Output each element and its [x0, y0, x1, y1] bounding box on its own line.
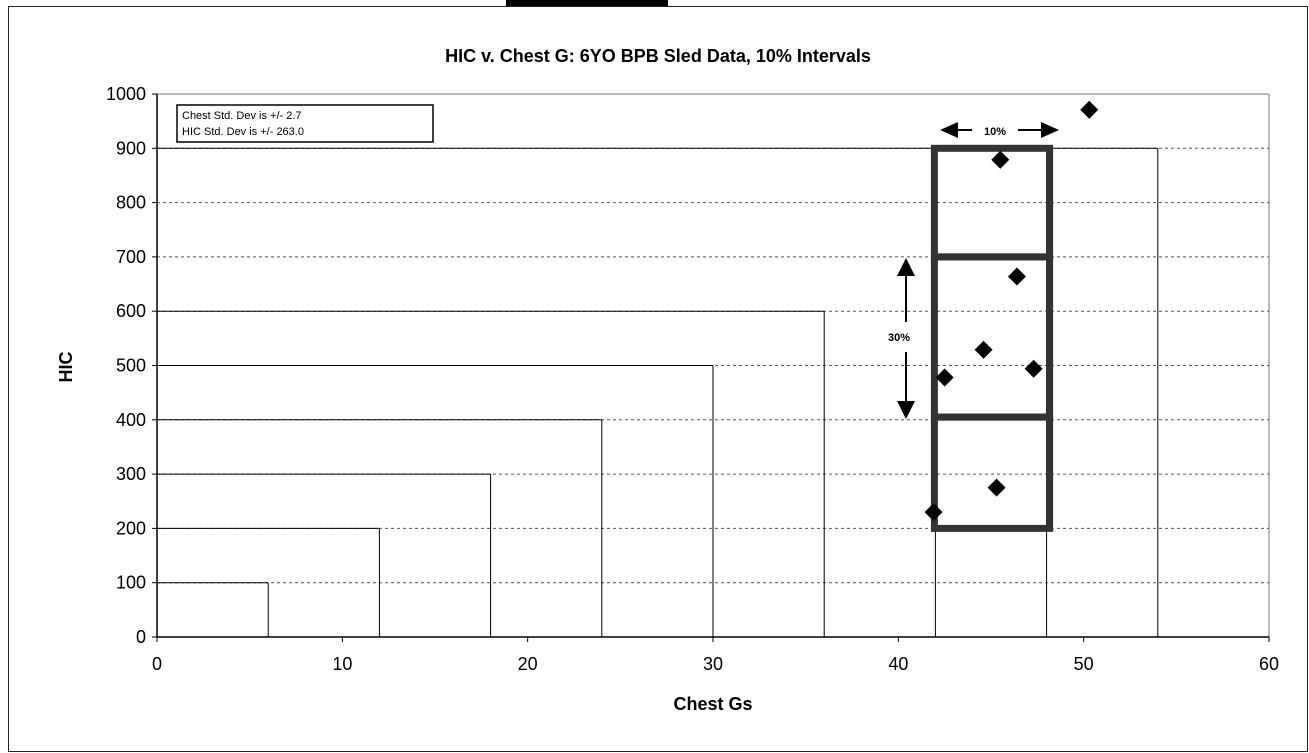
x-tick-label: 60 — [1259, 654, 1279, 674]
chart-title: HIC v. Chest G: 6YO BPB Sled Data, 10% I… — [445, 46, 871, 66]
data-points — [924, 100, 1099, 522]
y-axis-title: HIC — [56, 352, 76, 383]
data-point — [1080, 100, 1099, 119]
x-tick-label: 0 — [152, 654, 162, 674]
data-point — [1007, 267, 1026, 286]
y-tick-label: 500 — [116, 356, 146, 376]
y-tick-label: 400 — [116, 410, 146, 430]
data-point — [935, 368, 954, 387]
x-tick-label: 30 — [703, 654, 723, 674]
stddev-legend: Chest Std. Dev is +/- 2.7 HIC Std. Dev i… — [176, 104, 434, 143]
thirty-percent-label: 30% — [888, 332, 910, 344]
axes: 0 100 200 300 400 500 600 700 800 900 1000 0 10 20 30 4… — [106, 84, 1279, 674]
ten-percent-label: 10% — [984, 126, 1006, 138]
ten-percent-arrow-left-head — [940, 122, 958, 138]
y-tick-label: 100 — [116, 573, 146, 593]
y-tick-label: 300 — [116, 464, 146, 484]
data-point — [987, 478, 1006, 497]
highlight-boxes — [930, 144, 1054, 532]
grid-lines — [157, 93, 1270, 637]
y-tick-label: 600 — [116, 301, 146, 321]
x-tick-label: 10 — [332, 654, 352, 674]
interval-steps — [157, 147, 1159, 637]
data-point — [1024, 359, 1043, 378]
stddev-chest: Chest Std. Dev is +/- 2.7 — [182, 110, 302, 122]
y-tick-label: 1000 — [106, 84, 146, 104]
x-tick-label: 20 — [518, 654, 538, 674]
data-point — [991, 150, 1010, 169]
stddev-legend-box — [176, 104, 434, 143]
data-point — [974, 340, 993, 359]
data-point — [924, 503, 943, 522]
thirty-percent-arrow-down-head — [897, 401, 915, 419]
stddev-hic: HIC Std. Dev is +/- 263.0 — [182, 126, 304, 138]
x-tick-label: 40 — [888, 654, 908, 674]
highlight-box — [930, 253, 1054, 421]
y-tick-label: 200 — [116, 518, 146, 538]
highlight-box — [930, 413, 1054, 532]
top-tab-bar — [506, 0, 668, 7]
x-tick-label: 50 — [1074, 654, 1094, 674]
ten-percent-arrow-right-head — [1041, 122, 1059, 138]
y-tick-label: 800 — [116, 193, 146, 213]
y-tick-label: 900 — [116, 138, 146, 158]
x-axis-title: Chest Gs — [673, 694, 752, 714]
y-tick-label: 700 — [116, 247, 146, 267]
highlight-box — [930, 144, 1054, 261]
thirty-percent-arrow-up-head — [897, 258, 915, 276]
interval-arrows — [897, 122, 1059, 419]
y-tick-label: 0 — [136, 627, 146, 647]
